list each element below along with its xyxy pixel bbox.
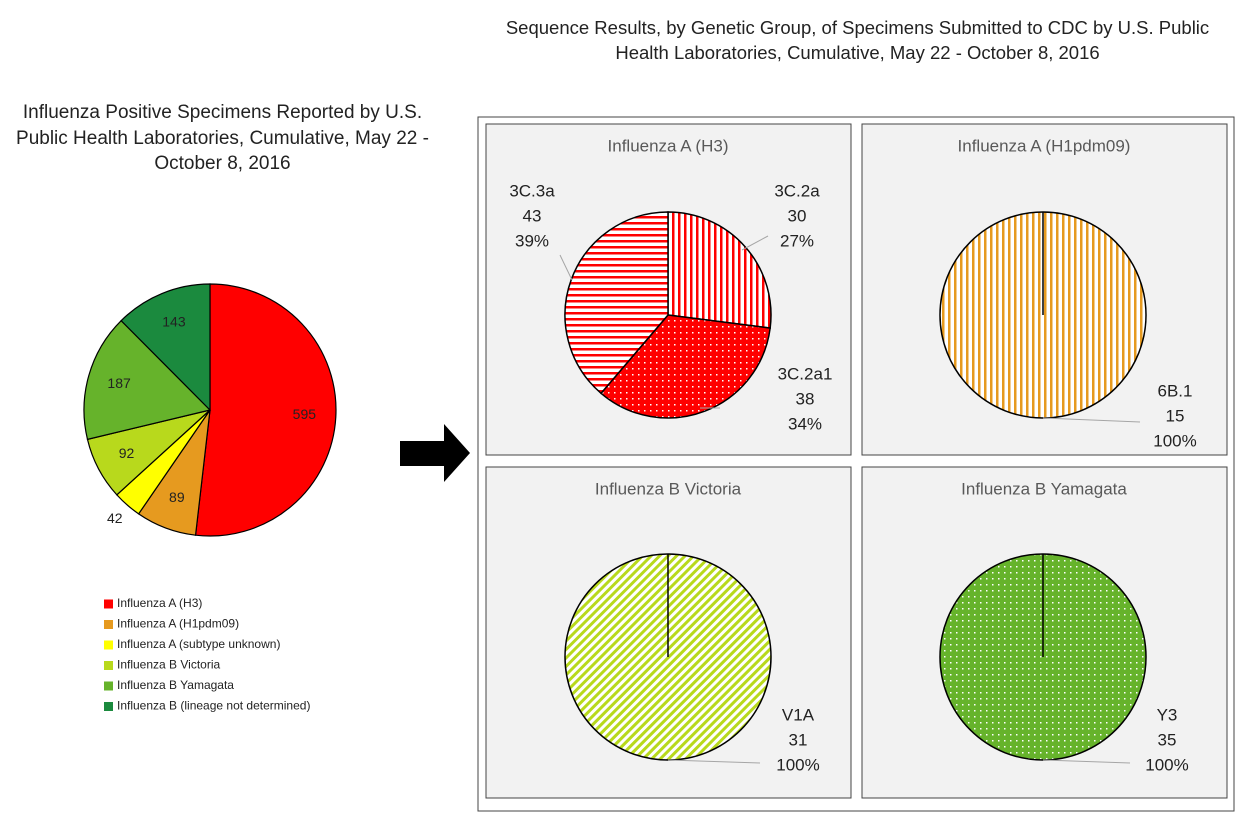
leader-line xyxy=(559,254,573,281)
data-label-percent: 100% xyxy=(1145,755,1188,774)
pie-title: Influenza B Victoria xyxy=(595,479,742,498)
data-label-name: 6B.1 xyxy=(1158,381,1193,400)
data-label-name: Y3 xyxy=(1157,705,1178,724)
data-label-value: 43 xyxy=(523,206,542,225)
data-label-value: 15 xyxy=(1166,406,1185,425)
legend-swatch xyxy=(104,599,113,609)
legend-swatch xyxy=(104,661,113,670)
data-label-percent: 34% xyxy=(788,414,822,433)
arrow xyxy=(400,424,470,482)
legend-label: Influenza B Victoria xyxy=(117,658,220,672)
legend-swatch xyxy=(104,640,113,650)
data-label: 42 xyxy=(107,510,123,526)
leader-line xyxy=(1042,417,1141,423)
legend-swatch xyxy=(104,702,113,711)
legend-label: Influenza A (H1pdm09) xyxy=(117,617,239,631)
data-label-value: 38 xyxy=(796,389,815,408)
legend-swatch xyxy=(104,681,113,691)
pie-slice xyxy=(599,314,772,419)
data-label: 143 xyxy=(162,313,186,329)
data-label-value: 35 xyxy=(1158,730,1177,749)
legend-label: Influenza B (lineage not determined) xyxy=(117,699,310,713)
data-label: 92 xyxy=(119,445,135,461)
chart-title: Influenza Positive Specimens Reported by… xyxy=(16,102,429,175)
pie-slice xyxy=(667,211,772,329)
pie-slice xyxy=(120,283,211,412)
leader-line xyxy=(667,759,761,764)
legend-label: Influenza B Yamagata xyxy=(117,678,234,692)
data-label-name: 3C.2a1 xyxy=(778,364,833,383)
pie-title: Influenza A (H1pdm09) xyxy=(958,136,1131,155)
pie-slice xyxy=(194,283,337,537)
data-label-value: 30 xyxy=(788,206,807,225)
pie-title: Influenza A (H3) xyxy=(608,136,729,155)
pie-slice xyxy=(83,319,212,441)
data-label-name: V1A xyxy=(782,705,815,724)
data-label-percent: 100% xyxy=(776,755,819,774)
legend-label: Influenza A (subtype unknown) xyxy=(117,637,280,651)
legend-swatch xyxy=(104,620,113,629)
data-label-percent: 100% xyxy=(1153,431,1196,450)
pie-title: Influenza B Yamagata xyxy=(961,479,1127,498)
data-label-name: 3C.2a xyxy=(774,181,820,200)
group-title: Sequence Results, by Genetic Group, of S… xyxy=(505,17,1210,63)
data-label: 595 xyxy=(293,406,317,422)
data-label: 89 xyxy=(169,489,185,505)
legend-label: Influenza A (H3) xyxy=(117,596,202,610)
leader-line xyxy=(741,235,769,251)
data-label-percent: 39% xyxy=(515,231,549,250)
data-label-percent: 27% xyxy=(780,231,814,250)
leader-line xyxy=(1042,759,1131,764)
data-label-value: 31 xyxy=(789,730,808,749)
data-label: 187 xyxy=(107,375,131,391)
data-label-name: 3C.3a xyxy=(509,181,555,200)
